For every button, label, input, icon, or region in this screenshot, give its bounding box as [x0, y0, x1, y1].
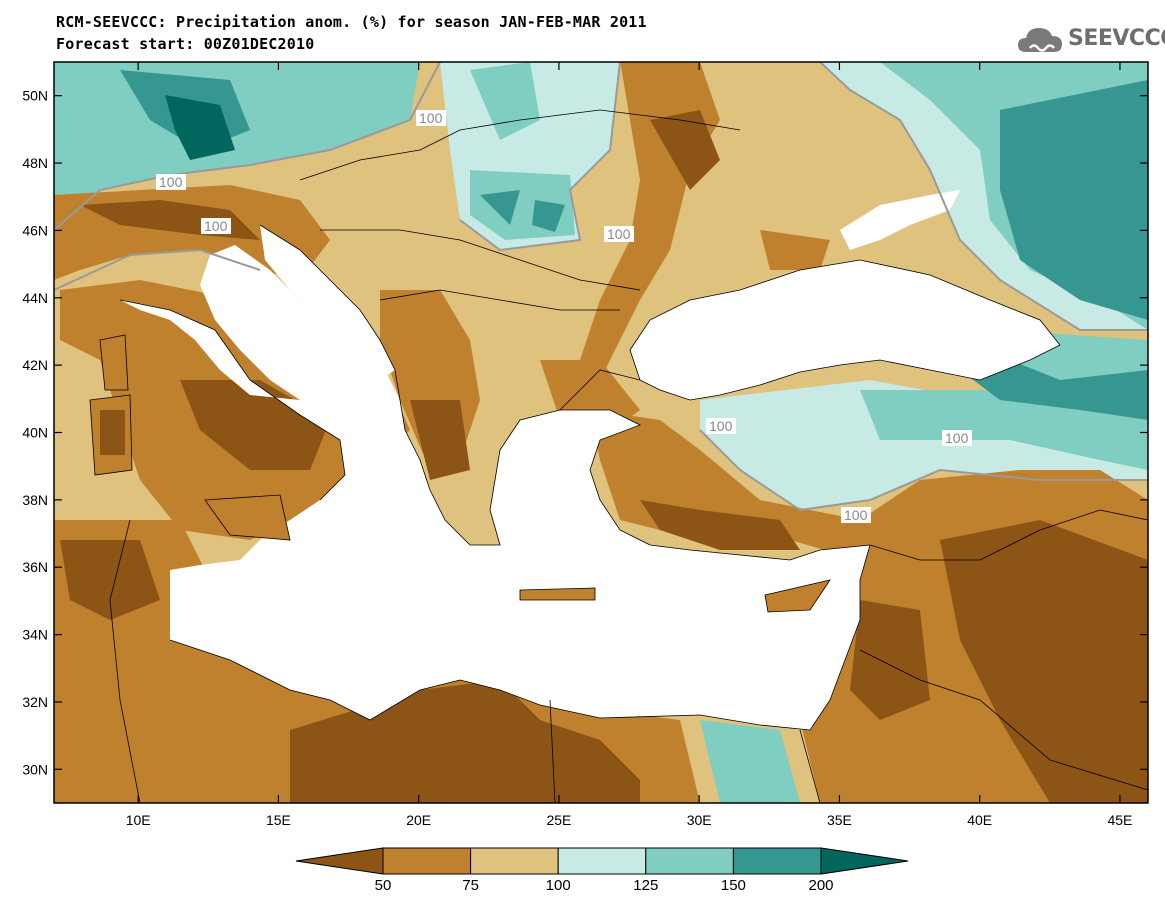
contour-label: 100: [844, 507, 868, 523]
lon-tick-label: 10E: [126, 812, 151, 828]
colorbar-segment: [820, 847, 909, 875]
map-title: RCM-SEEVCCC: Precipitation anom. (%) for…: [56, 13, 647, 31]
lat-tick-label: 46N: [22, 222, 48, 238]
colorbar-segment: [295, 847, 384, 875]
logo-text: SEEVCCC: [1068, 26, 1165, 51]
colorbar-segment: [382, 847, 472, 875]
sea-mask: [120, 190, 1060, 730]
longitude-axis: 10E 15E 20E 25E 30E 35E 40E 45E: [126, 62, 1132, 828]
lat-tick-label: 50N: [22, 88, 48, 104]
contour-label: 100: [419, 110, 443, 126]
cloud-icon: [1018, 28, 1062, 52]
lat-tick-label: 38N: [22, 492, 48, 508]
contour-label-group: 100 100 100 100 100 100 100: [156, 110, 972, 523]
colorbar-segment: [645, 847, 734, 875]
contour-label: 100: [607, 226, 631, 242]
lon-tick-label: 35E: [827, 812, 852, 828]
lat-tick-label: 36N: [22, 559, 48, 575]
lon-tick-label: 30E: [687, 812, 712, 828]
lat-tick-label: 40N: [22, 425, 48, 441]
lon-tick-label: 20E: [406, 812, 431, 828]
colorbar-label: 100: [546, 877, 571, 894]
lat-tick-label: 42N: [22, 357, 48, 373]
islands: [89, 334, 831, 613]
lon-tick-label: 45E: [1107, 812, 1132, 828]
contour-label: 100: [204, 218, 228, 234]
forecast-start-label: Forecast start: 00Z01DEC2010: [56, 35, 315, 53]
lon-tick-label: 40E: [967, 812, 992, 828]
colorbar: 50 75 100 125 150 200: [295, 847, 909, 894]
colorbar-segment: [470, 847, 559, 875]
anomaly-field: [54, 62, 1148, 803]
colorbar-segment: [557, 847, 647, 875]
lon-tick-label: 15E: [266, 812, 291, 828]
colorbar-label: 200: [808, 877, 833, 894]
colorbar-label: 50: [375, 877, 392, 894]
colorbar-label: 150: [721, 877, 746, 894]
lat-tick-label: 32N: [22, 694, 48, 710]
contour-label: 100: [709, 418, 733, 434]
contour-lines: [54, 62, 1148, 512]
colorbar-label: 125: [633, 877, 658, 894]
colorbar-segment: [732, 847, 822, 875]
lat-tick-label: 30N: [22, 761, 48, 777]
contour-label: 100: [945, 430, 969, 446]
lat-tick-label: 34N: [22, 627, 48, 643]
lat-tick-label: 44N: [22, 290, 48, 306]
latitude-axis: 30N 32N 34N 36N 38N 40N 42N 44N 46N 48N 50N: [22, 88, 1148, 777]
lat-tick-label: 48N: [22, 155, 48, 171]
colorbar-label: 75: [462, 877, 479, 894]
lon-tick-label: 25E: [546, 812, 571, 828]
coastlines-borders: [109, 109, 1149, 804]
contour-label: 100: [159, 174, 183, 190]
seevccc-logo: SEEVCCC: [1016, 22, 1165, 56]
